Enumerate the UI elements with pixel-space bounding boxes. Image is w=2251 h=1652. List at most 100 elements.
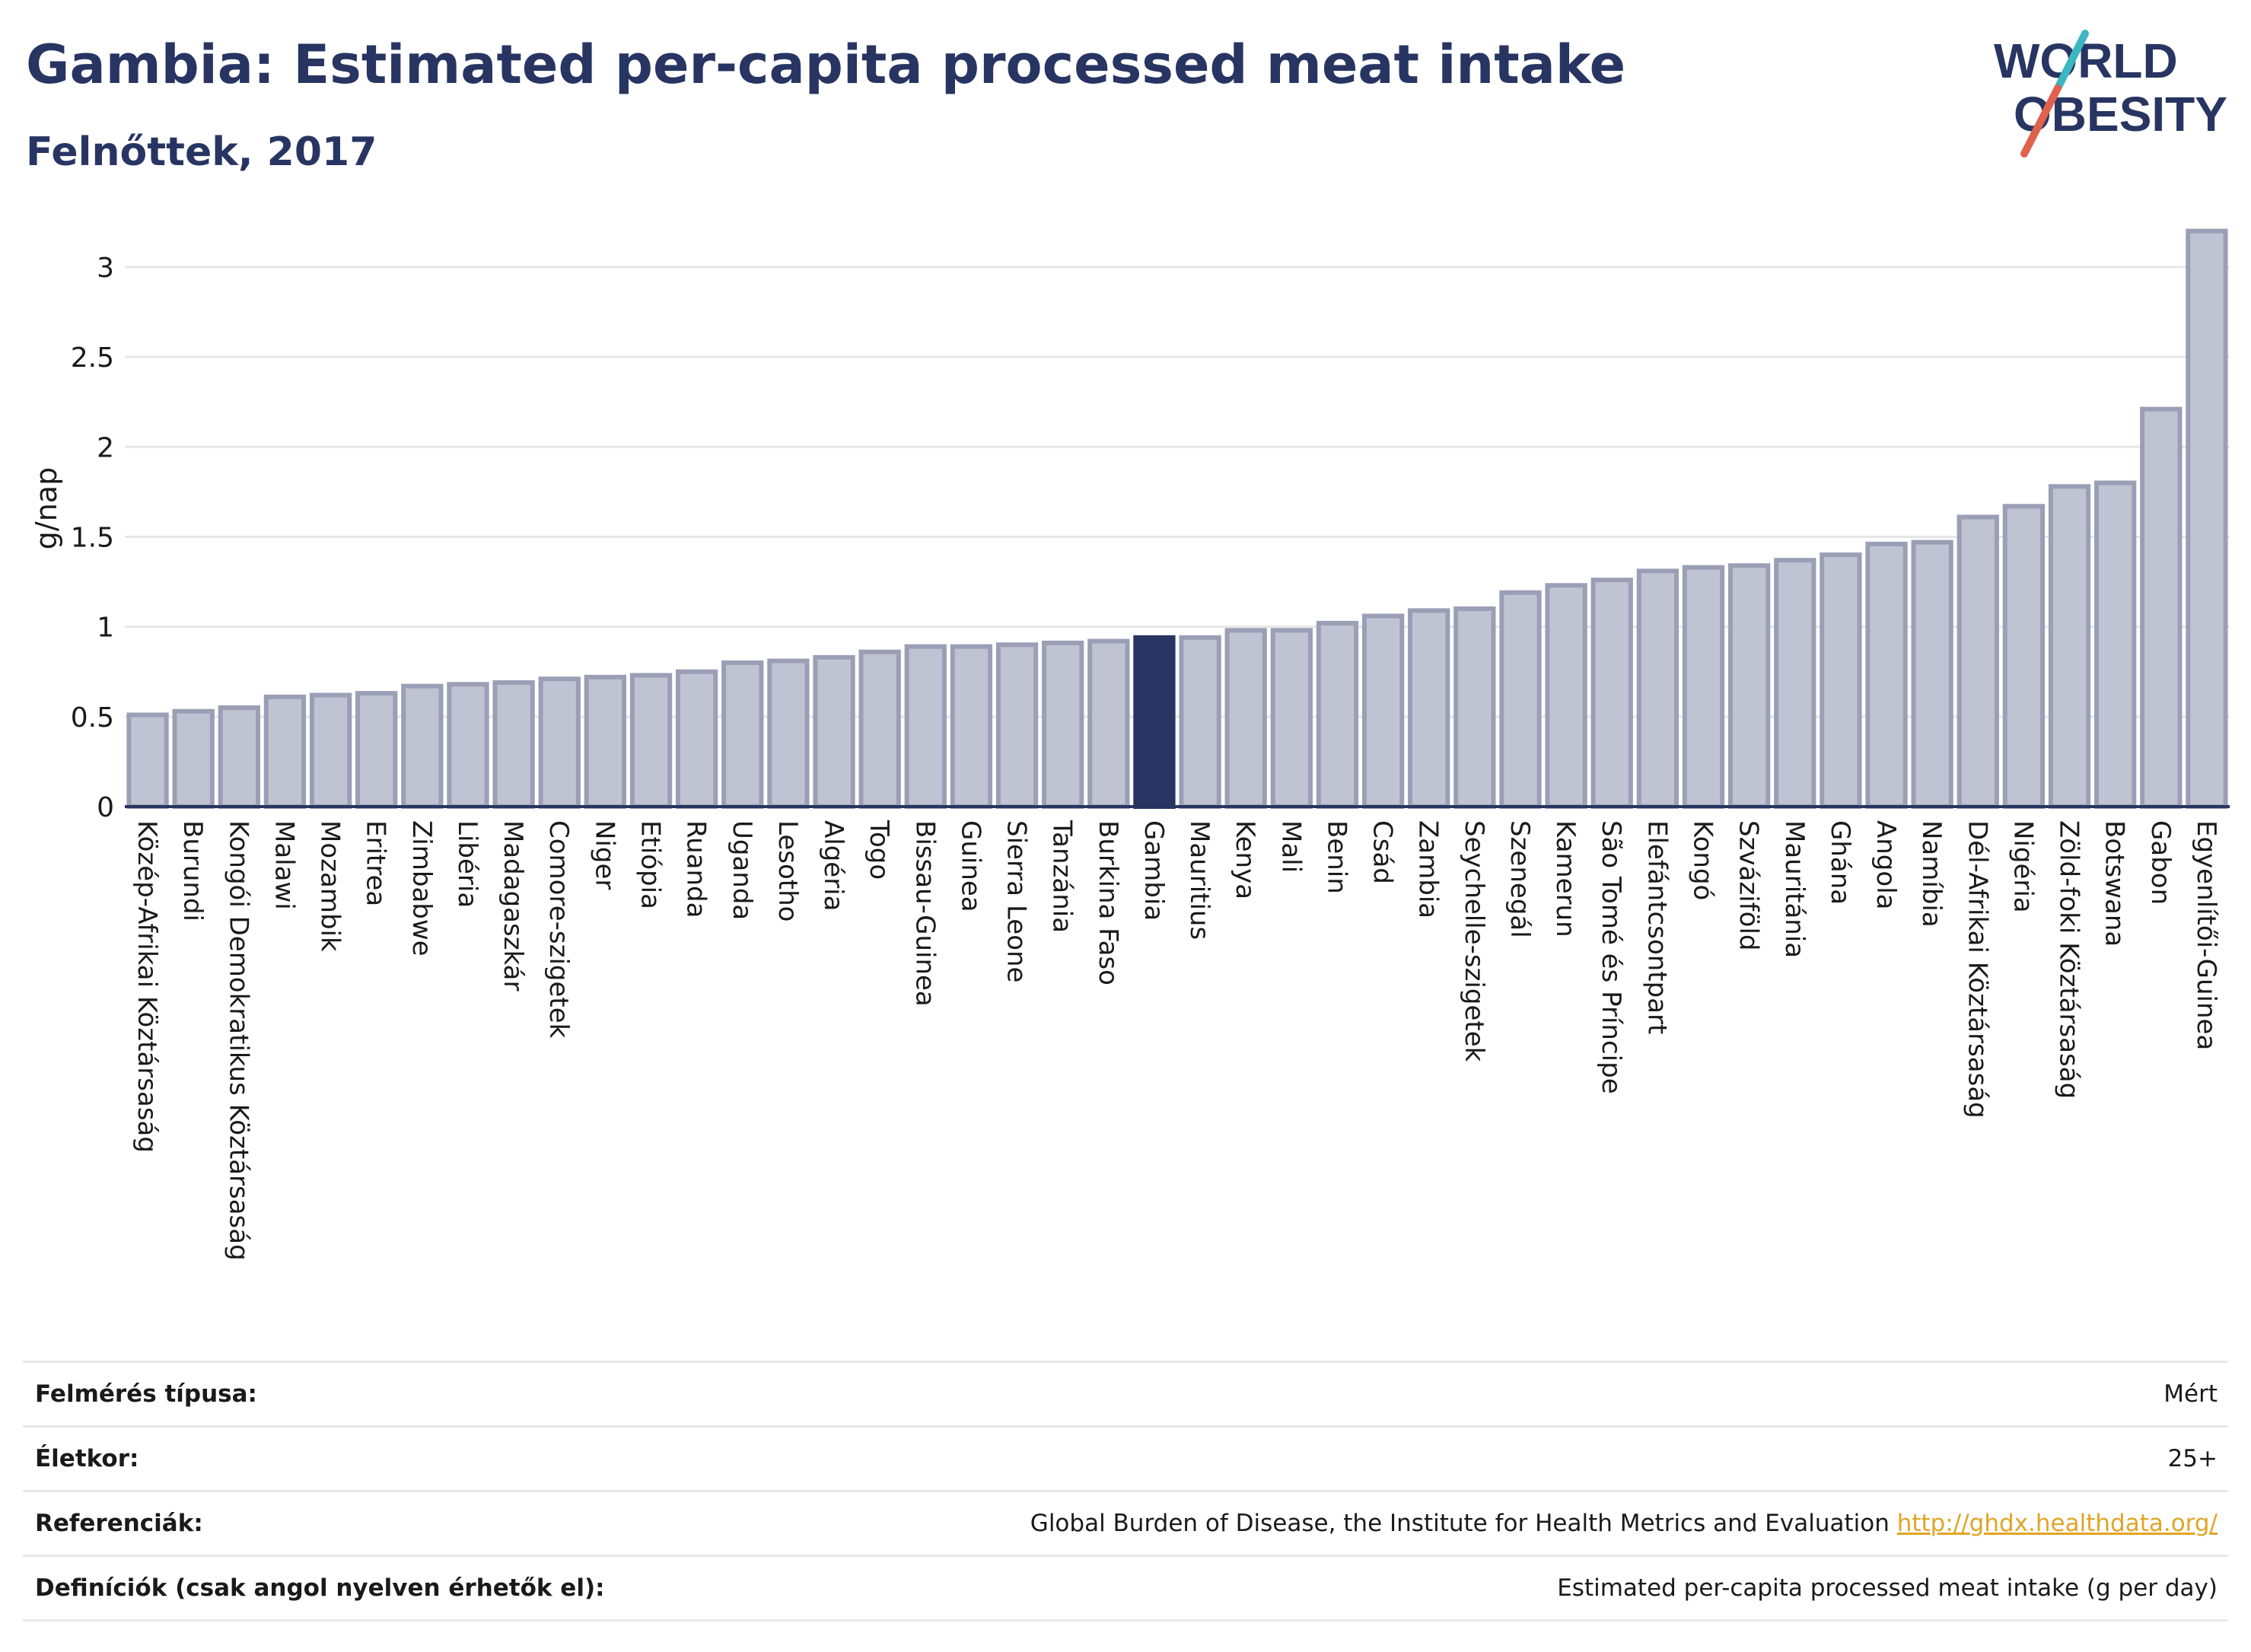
x-tick-label: Zöld-foki Köztársaság <box>2054 820 2084 1099</box>
bar-12[interactable] <box>629 673 673 809</box>
x-tick-label: Szváziföld <box>1734 820 1764 950</box>
bar-8[interactable] <box>447 682 489 809</box>
x-tick-label: Mauritius <box>1184 820 1215 940</box>
bar-15[interactable] <box>767 658 810 810</box>
bar-25[interactable] <box>1224 628 1267 810</box>
info-row-survey-type: Felmérés típusa: Mért <box>23 1361 2228 1425</box>
x-tick-label: Niger <box>589 820 619 890</box>
bar-14[interactable] <box>721 660 764 810</box>
x-tick-label: Kamerun <box>1550 820 1581 937</box>
y-tick-label: 0.5 <box>71 702 114 734</box>
x-tick-label: Kenya <box>1230 820 1260 899</box>
bar-6[interactable] <box>355 691 398 809</box>
x-tick-label: Kongó <box>1688 820 1718 900</box>
bar-9[interactable] <box>492 680 535 810</box>
y-tick-label: 0 <box>97 792 114 823</box>
bar-24[interactable] <box>1179 635 1221 809</box>
bar-11[interactable] <box>584 674 627 809</box>
info-value: Mért <box>2163 1380 2218 1408</box>
bar-18[interactable] <box>904 644 947 809</box>
logo-accent-teal <box>2054 30 2089 92</box>
x-tick-label: Nigéria <box>2007 820 2038 913</box>
x-tick-label: Benin <box>1321 820 1352 894</box>
x-tick-label: Ruanda <box>681 820 712 918</box>
bar-42[interactable] <box>2002 504 2046 809</box>
bar-32[interactable] <box>1545 583 1587 809</box>
x-tick-label: Gabon <box>2145 820 2176 905</box>
info-row-definitions: Definíciók (csak angol nyelven érhetők e… <box>23 1555 2228 1622</box>
x-tick-label: Mauritánia <box>1779 820 1810 958</box>
y-tick-label: 2.5 <box>71 342 114 374</box>
bar-2[interactable] <box>172 708 215 810</box>
info-key: Felmérés típusa: <box>35 1380 257 1408</box>
info-key: Életkor: <box>35 1445 139 1472</box>
y-tick-label: 3 <box>97 253 114 284</box>
bar-20[interactable] <box>995 642 1039 809</box>
x-tick-label: Burundi <box>177 820 208 921</box>
bar-13[interactable] <box>675 669 718 810</box>
bar-45[interactable] <box>2140 406 2183 809</box>
bar-7[interactable] <box>401 683 444 809</box>
x-tick-label: Egyenlítői-Guinea <box>2191 820 2221 1050</box>
bar-19[interactable] <box>950 644 993 809</box>
bar-34[interactable] <box>1636 568 1679 809</box>
info-row-references: Referenciák: Global Burden of Disease, t… <box>23 1490 2228 1555</box>
page-title: Gambia: Estimated per-capita processed m… <box>26 33 1626 96</box>
bar-27[interactable] <box>1316 620 1359 810</box>
bar-46[interactable] <box>2186 228 2228 809</box>
bar-37[interactable] <box>1774 558 1816 809</box>
bar-3[interactable] <box>218 705 260 809</box>
bar-44[interactable] <box>2094 480 2137 810</box>
x-tick-label: Algéria <box>818 820 849 911</box>
y-tick-label: 1 <box>97 613 114 644</box>
bar-36[interactable] <box>1727 563 1771 809</box>
x-tick-label: Uganda <box>727 820 757 920</box>
bar-40[interactable] <box>1911 540 1953 810</box>
bar-38[interactable] <box>1820 552 1862 809</box>
bar-26[interactable] <box>1270 628 1313 810</box>
bar-5[interactable] <box>309 692 352 809</box>
bar-30[interactable] <box>1453 606 1496 809</box>
y-tick-label: 2 <box>97 432 114 463</box>
logo-line1: WORLD <box>1994 33 2178 88</box>
bar-43[interactable] <box>2048 484 2091 809</box>
info-row-age: Életkor: 25+ <box>23 1425 2228 1490</box>
page-subtitle: Felnőttek, 2017 <box>26 129 377 175</box>
bar-31[interactable] <box>1499 590 1542 810</box>
bar-35[interactable] <box>1682 565 1725 809</box>
x-tick-label: Lesotho <box>772 820 803 921</box>
bar-29[interactable] <box>1408 608 1450 809</box>
bar-21[interactable] <box>1042 640 1084 810</box>
x-tick-label: Ghána <box>1825 820 1855 905</box>
bar-39[interactable] <box>1865 541 1908 810</box>
x-tick-label: Csád <box>1367 820 1398 884</box>
bar-16[interactable] <box>813 654 855 809</box>
x-tick-label: Sierra Leone <box>1001 820 1032 982</box>
world-obesity-logo: WORLD OBESITY <box>1994 30 2227 158</box>
bar-33[interactable] <box>1590 578 1633 809</box>
logo-accent-red <box>2020 84 2062 158</box>
bar-22[interactable] <box>1087 638 1130 810</box>
info-value: 25+ <box>2167 1445 2218 1472</box>
bar-4[interactable] <box>263 694 307 809</box>
logo-line2: OBESITY <box>2014 87 2227 142</box>
reference-link[interactable]: http://ghdx.healthdata.org/ <box>1896 1510 2218 1537</box>
x-tick-label: Bissau-Guinea <box>909 820 940 1007</box>
bar-10[interactable] <box>538 676 581 809</box>
x-tick-label: Tanzánia <box>1047 820 1078 933</box>
x-tick-label: Közép-Afrikai Köztársaság <box>132 820 162 1153</box>
bar-23[interactable] <box>1133 635 1176 809</box>
bar-41[interactable] <box>1956 514 1999 809</box>
x-tick-label: Etiópia <box>635 820 666 909</box>
bar-1[interactable] <box>126 712 169 809</box>
x-tick-label: Burkina Faso <box>1093 820 1123 985</box>
bars <box>126 228 2228 810</box>
x-tick-label: Eritrea <box>361 820 391 906</box>
x-tick-label: Botswana <box>2100 820 2130 947</box>
y-axis-label: g/nap <box>30 467 63 549</box>
x-tick-label: Seychelle-szigetek <box>1459 820 1489 1062</box>
bar-chart: 0 0.5 1 1.5 2 2.5 3 Közép-Afrikai Köztársaság B… <box>30 228 2230 1261</box>
bar-28[interactable] <box>1361 613 1405 809</box>
reference-text: Global Burden of Disease, the Institute … <box>1030 1510 1890 1537</box>
bar-17[interactable] <box>858 649 901 810</box>
